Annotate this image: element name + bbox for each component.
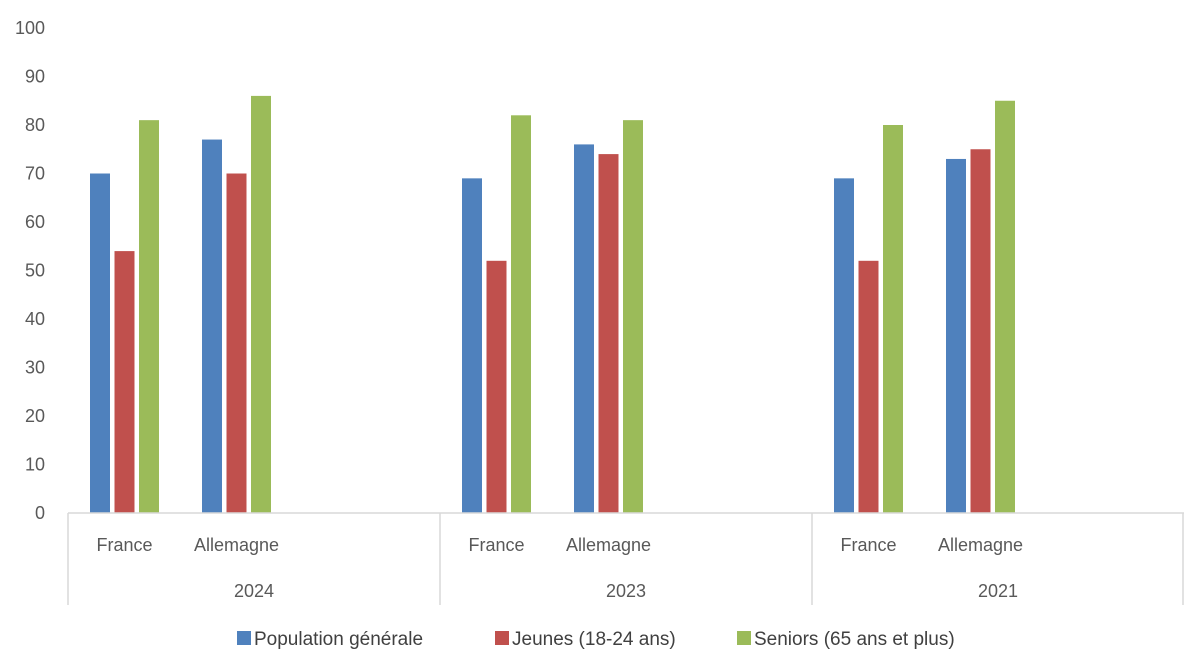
bar-seniors-65-ans-et-plus--2024-allemagne xyxy=(251,95,271,514)
bar-jeunes-18-24-ans--2023-france xyxy=(486,260,507,513)
bar-population-g-n-rale-2023-france xyxy=(462,178,482,513)
bar-jeunes-18-24-ans--2024-france xyxy=(114,251,135,513)
legend-label: Jeunes (18-24 ans) xyxy=(512,629,676,650)
bar-seniors-65-ans-et-plus--2024-france xyxy=(139,120,159,514)
group-label: 2023 xyxy=(606,581,646,601)
category-labels: France Allemagne 2024 France Allemagne 2023 Fr… xyxy=(96,535,1023,601)
y-tick-label: 80 xyxy=(25,115,45,135)
bar-population-g-n-rale-2023-allemagne xyxy=(574,144,594,513)
legend-swatch xyxy=(237,631,251,645)
y-tick-label: 100 xyxy=(15,18,45,38)
bar-seniors-65-ans-et-plus--2021-allemagne xyxy=(995,100,1015,513)
group-label: 2024 xyxy=(234,581,274,601)
category-label: France xyxy=(96,535,152,555)
group-label: 2021 xyxy=(978,581,1018,601)
category-label: France xyxy=(840,535,896,555)
legend-swatch xyxy=(737,631,751,645)
bar-seniors-65-ans-et-plus--2023-france xyxy=(511,115,531,514)
category-label: Allemagne xyxy=(194,535,279,555)
y-tick-label: 40 xyxy=(25,309,45,329)
legend-swatch xyxy=(495,631,509,645)
y-tick-label: 60 xyxy=(25,212,45,232)
category-label: Allemagne xyxy=(566,535,651,555)
bar-seniors-65-ans-et-plus--2023-allemagne xyxy=(623,120,643,514)
axes xyxy=(67,512,1184,605)
y-tick-label: 30 xyxy=(25,358,45,378)
bar-population-g-n-rale-2021-france xyxy=(834,178,854,513)
bar-population-g-n-rale-2021-allemagne xyxy=(946,158,966,513)
y-axis-ticks: 0 10 20 30 40 50 60 70 80 90 100 xyxy=(15,18,45,523)
y-tick-label: 70 xyxy=(25,164,45,184)
bar-population-g-n-rale-2024-france xyxy=(90,173,110,513)
legend-label: Population générale xyxy=(254,629,423,650)
bar-jeunes-18-24-ans--2024-allemagne xyxy=(226,173,247,513)
legend: Population générale Jeunes (18-24 ans) Sen… xyxy=(237,629,955,650)
bars xyxy=(90,95,1015,514)
bar-seniors-65-ans-et-plus--2021-france xyxy=(883,125,903,513)
category-label: Allemagne xyxy=(938,535,1023,555)
y-tick-label: 90 xyxy=(25,67,45,87)
bar-population-g-n-rale-2024-allemagne xyxy=(202,139,222,514)
bar-jeunes-18-24-ans--2023-allemagne xyxy=(598,154,619,513)
y-tick-label: 20 xyxy=(25,406,45,426)
bar-jeunes-18-24-ans--2021-allemagne xyxy=(970,149,991,513)
category-label: France xyxy=(468,535,524,555)
y-tick-label: 50 xyxy=(25,261,45,281)
bar-jeunes-18-24-ans--2021-france xyxy=(858,260,879,513)
legend-label: Seniors (65 ans et plus) xyxy=(754,629,955,650)
y-tick-label: 10 xyxy=(25,455,45,475)
y-tick-label: 0 xyxy=(35,503,45,523)
